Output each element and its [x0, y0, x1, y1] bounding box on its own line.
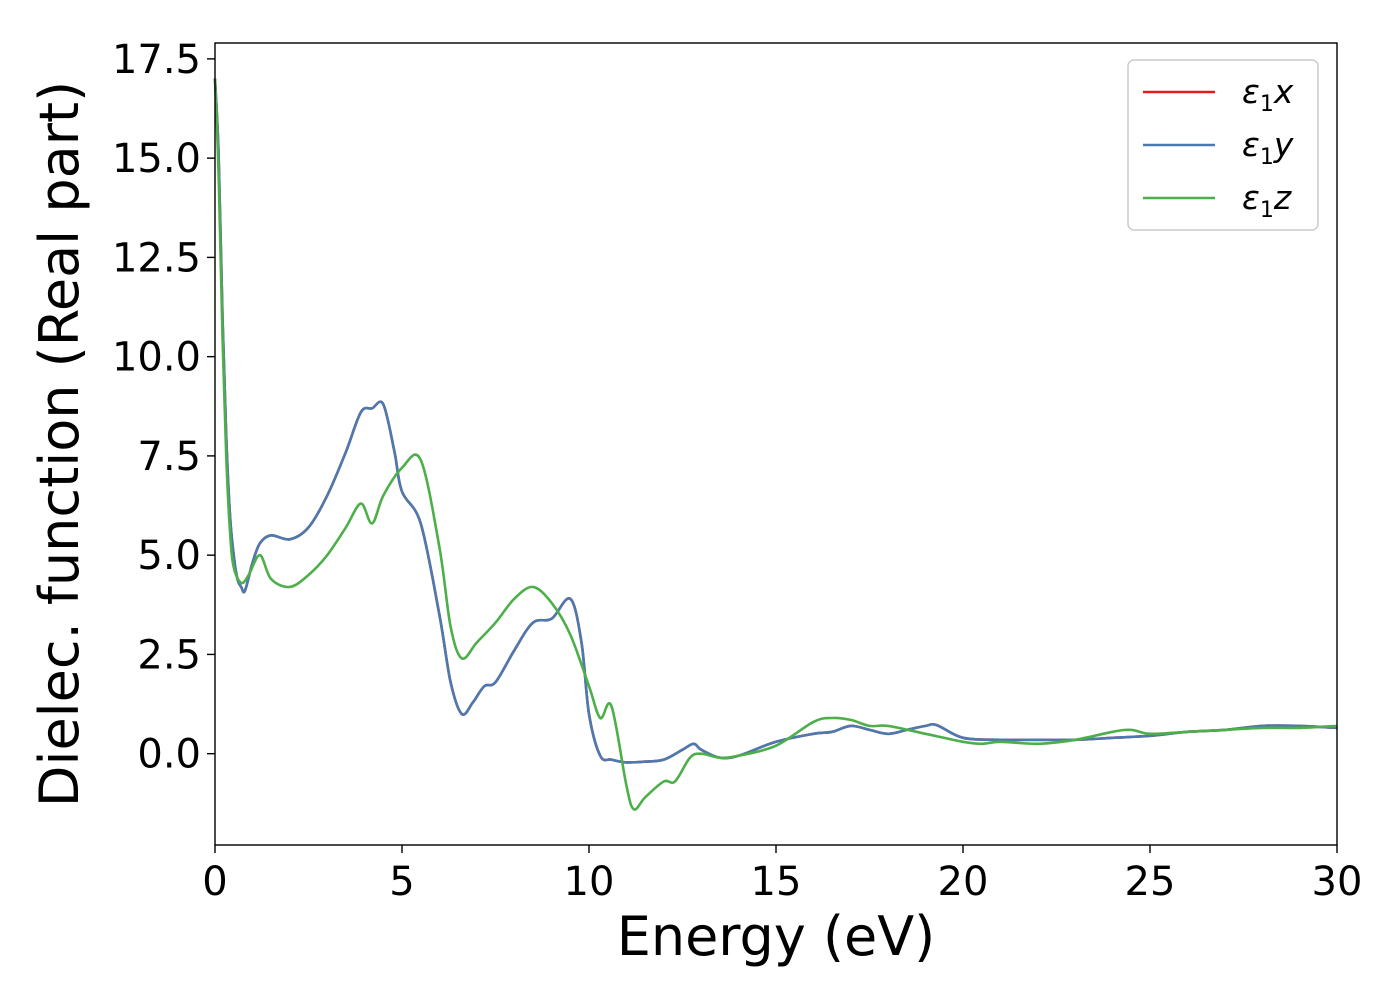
y-axis: 0.0 2.5 5.0 7.5 10.0 12.5 15.0 17.5	[112, 37, 215, 778]
x-tick-label: 0	[202, 859, 227, 905]
legend-label-z: ε1z	[1242, 178, 1292, 223]
legend: ε1x ε1y ε1z	[1127, 59, 1319, 231]
legend-label-y: ε1y	[1242, 125, 1294, 170]
x-tick-label: 10	[564, 859, 615, 905]
legend-box	[1127, 59, 1319, 231]
y-tick-label: 17.5	[112, 37, 201, 83]
series-line-z	[213, 78, 1338, 811]
series-layer	[213, 78, 1338, 811]
y-tick-label: 12.5	[112, 235, 201, 281]
x-axis: 0 5 10 15 20 25 30	[202, 845, 1362, 905]
x-tick-label: 5	[389, 859, 414, 905]
y-tick-label: 10.0	[112, 335, 201, 381]
legend-items: ε1x ε1y ε1z	[1143, 72, 1294, 223]
y-axis-label: Dielec. function (Real part)	[28, 81, 91, 807]
y-tick-label: 0.0	[137, 732, 201, 778]
legend-label-x: ε1x	[1242, 72, 1294, 117]
x-tick-label: 15	[751, 859, 802, 905]
y-tick-label: 15.0	[112, 136, 201, 182]
series-line-y	[213, 78, 1338, 764]
x-axis-label: Energy (eV)	[617, 905, 936, 968]
x-tick-label: 20	[938, 859, 989, 905]
x-tick-label: 30	[1312, 859, 1363, 905]
y-tick-label: 7.5	[137, 434, 201, 480]
y-tick-label: 5.0	[137, 533, 201, 579]
y-tick-label: 2.5	[137, 632, 201, 678]
x-tick-label: 25	[1125, 859, 1176, 905]
